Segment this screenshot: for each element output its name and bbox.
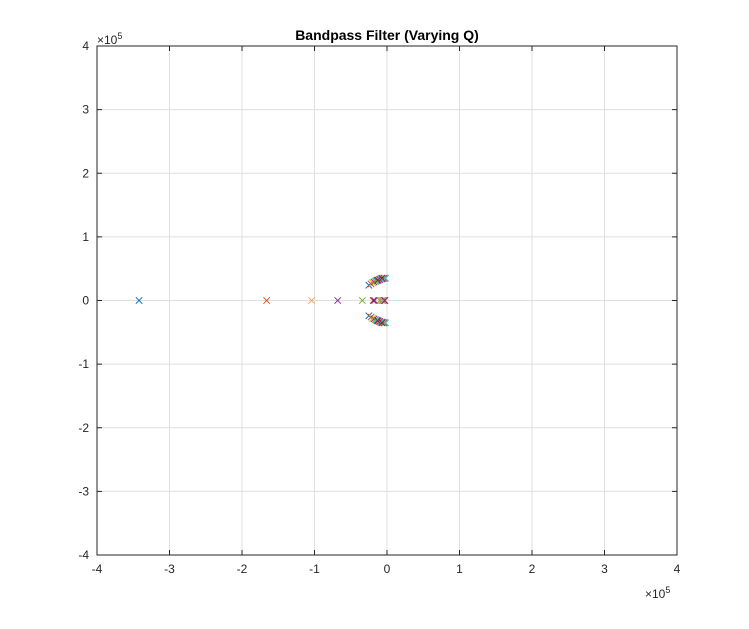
y-exponent-base: ×10 <box>97 33 118 47</box>
pole-marker <box>308 296 316 305</box>
y-tick-label: -1 <box>78 357 89 371</box>
pole-marker <box>365 281 373 289</box>
pole-markers <box>135 274 390 327</box>
x-tick-label: -2 <box>237 562 248 576</box>
pole-marker <box>381 296 389 305</box>
x-tick-label: -3 <box>164 562 175 576</box>
pole-marker <box>379 296 387 305</box>
y-tick-labels: -4 -3 -2 -1 0 1 2 3 4 <box>78 39 89 562</box>
pole-marker <box>371 296 379 305</box>
y-tick-label: 0 <box>82 294 89 308</box>
y-tick-label: -4 <box>78 548 89 562</box>
y-exponent-label: ×105 <box>97 31 122 47</box>
pole-marker <box>370 315 378 323</box>
pole-marker <box>378 274 386 282</box>
pole-marker <box>372 316 380 324</box>
y-exponent-power: 5 <box>117 31 122 41</box>
pole-marker <box>369 296 377 305</box>
x-exponent-base: ×10 <box>645 587 666 601</box>
x-exponent-power: 5 <box>665 585 670 595</box>
x-exponent-label: ×105 <box>645 585 670 601</box>
y-tick-label: 1 <box>82 230 89 244</box>
x-tick-label: -1 <box>309 562 320 576</box>
x-tick-label: 1 <box>456 562 463 576</box>
pole-series-7 <box>369 274 389 327</box>
pole-marker <box>374 276 382 284</box>
x-tick-label: 4 <box>674 562 681 576</box>
ticks <box>96 45 678 556</box>
pole-marker <box>379 296 387 305</box>
chart-title: Bandpass Filter (Varying Q) <box>295 27 479 43</box>
pole-marker <box>263 296 271 305</box>
y-tick-label: 4 <box>82 39 89 53</box>
y-tick-label: -2 <box>78 421 89 435</box>
pole-marker <box>370 278 378 286</box>
pole-marker <box>358 296 366 305</box>
pole-marker <box>135 296 143 305</box>
x-tick-label: 0 <box>384 562 391 576</box>
x-tick-labels: -4 -3 -2 -1 0 1 2 3 4 <box>92 562 681 576</box>
y-tick-label: 3 <box>82 103 89 117</box>
x-tick-label: 2 <box>529 562 536 576</box>
pole-marker <box>378 319 386 327</box>
y-tick-label: -3 <box>78 484 89 498</box>
pole-marker <box>334 296 342 305</box>
pole-marker <box>365 312 373 320</box>
y-tick-label: 2 <box>82 166 89 180</box>
x-tick-label: 3 <box>601 562 608 576</box>
x-tick-label: -4 <box>92 562 103 576</box>
pole-marker <box>374 317 382 325</box>
pole-marker <box>372 277 380 285</box>
